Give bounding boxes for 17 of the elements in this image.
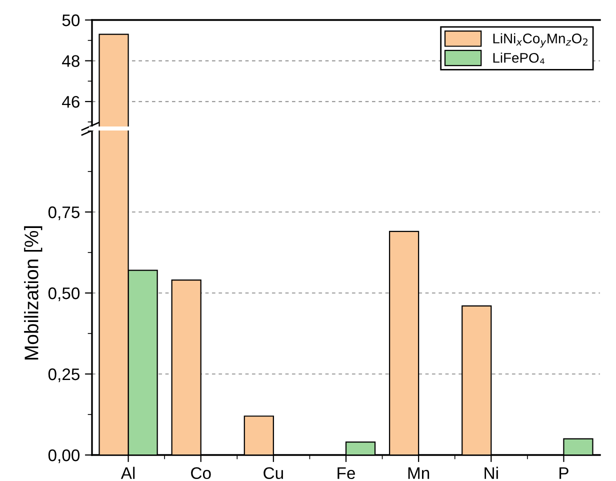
y-tick-label: 0,50 [48, 287, 80, 302]
x-tick-label: Al [120, 466, 135, 479]
y-tick-label: 0,25 [48, 368, 80, 382]
x-tick-label: Mn [408, 467, 430, 479]
x-tick-label: P [560, 467, 568, 479]
y-tick-label: 50 [62, 14, 80, 26]
x-tick-label: Ni [484, 466, 498, 479]
y-tick-label: 0,75 [48, 206, 80, 220]
legend-label: LiFePO₄ [493, 52, 544, 64]
y-tick-label: 46 [62, 96, 80, 108]
y-axis-title: Mobilization [%] [24, 226, 42, 360]
legend-label: LiNi$_{x}$Co$_{y}$Mn$_{z}$O$_{2}$ [493, 33, 588, 48]
x-tick-label: Cu [264, 467, 283, 480]
y-tick-label: 48 [62, 55, 80, 67]
y-tick-label: 0,00 [48, 449, 80, 464]
x-tick-label: Co [191, 467, 211, 480]
x-tick-label: Fe [338, 467, 355, 480]
